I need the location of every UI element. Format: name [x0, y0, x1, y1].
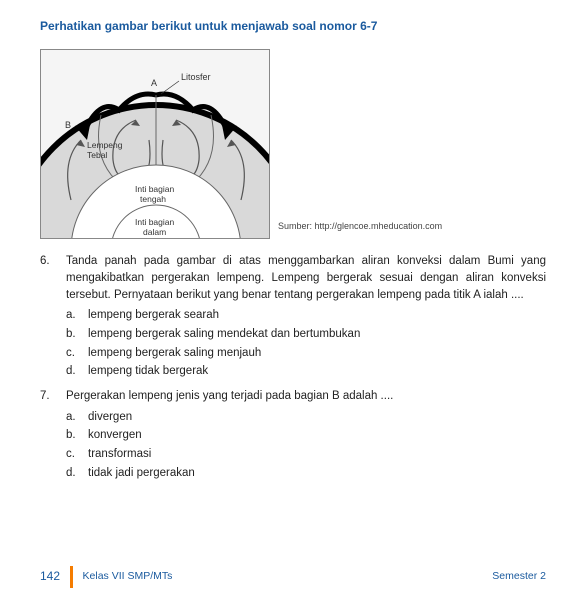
question-6: 6. Tanda panah pada gambar di atas mengg…	[40, 253, 546, 382]
option-b: b.konvergen	[66, 427, 546, 444]
footer-divider	[70, 566, 73, 588]
option-a: a.lempeng bergerak searah	[66, 307, 546, 324]
figure-caption: Sumber: http://glencoe.mheducation.com	[278, 220, 442, 233]
page-number: 142	[40, 568, 60, 585]
option-c: c.lempeng bergerak saling menjauh	[66, 345, 546, 362]
question-text: Tanda panah pada gambar di atas menggamb…	[66, 253, 546, 303]
footer-right-text: Semester 2	[492, 569, 546, 584]
label-litosfer: Litosfer	[181, 72, 211, 82]
header-instruction: Perhatikan gambar berikut untuk menjawab…	[40, 18, 546, 35]
page-footer: 142 Kelas VII SMP/MTs Semester 2	[40, 566, 546, 588]
option-d: d.tidak jadi pergerakan	[66, 465, 546, 482]
question-7: 7. Pergerakan lempeng jenis yang terjadi…	[40, 388, 546, 483]
question-number: 7.	[40, 388, 66, 483]
option-list: a.divergen b.konvergen c.transformasi d.…	[66, 409, 546, 482]
option-b: b.lempeng bergerak saling mendekat dan b…	[66, 326, 546, 343]
figure-row: Litosfer A B Lempeng Tebal Inti bagian t…	[40, 49, 546, 239]
question-number: 6.	[40, 253, 66, 382]
option-d: d.lempeng tidak bergerak	[66, 363, 546, 380]
footer-left-text: Kelas VII SMP/MTs	[83, 569, 173, 584]
option-a: a.divergen	[66, 409, 546, 426]
question-text: Pergerakan lempeng jenis yang terjadi pa…	[66, 388, 546, 405]
option-list: a.lempeng bergerak searah b.lempeng berg…	[66, 307, 546, 380]
earth-convection-diagram: Litosfer A B Lempeng Tebal Inti bagian t…	[40, 49, 270, 239]
label-a: A	[151, 78, 157, 88]
option-c: c.transformasi	[66, 446, 546, 463]
label-b: B	[65, 120, 71, 130]
